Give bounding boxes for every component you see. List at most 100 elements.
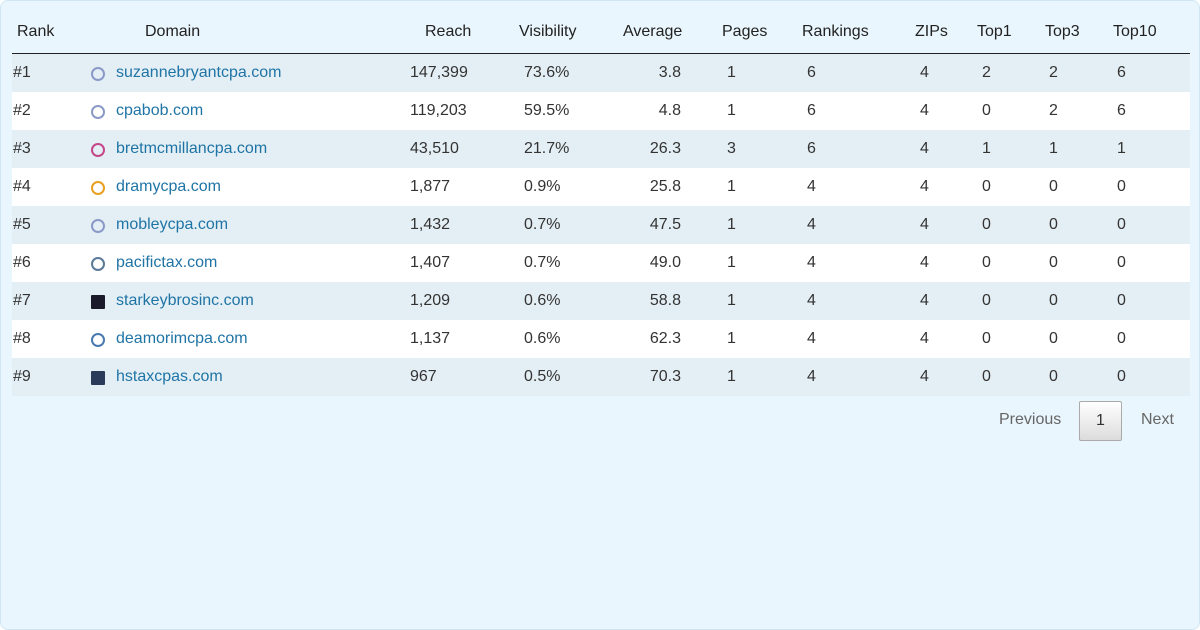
cell-average: 58.8 <box>649 292 681 309</box>
previous-button[interactable]: Previous <box>999 411 1062 428</box>
cell-top10: 0 <box>1117 178 1126 195</box>
cell-zips: 4 <box>920 64 929 81</box>
header-average: Average <box>623 23 683 40</box>
cell-pages: 1 <box>727 102 736 119</box>
favicon <box>91 371 105 385</box>
cell-reach: 1,209 <box>410 292 451 309</box>
header-visibility: Visibility <box>519 23 577 40</box>
cell-rankings: 4 <box>807 330 816 347</box>
cell-top3: 2 <box>1049 64 1058 81</box>
header-rule <box>12 53 1190 54</box>
header-reach: Reach <box>425 23 472 40</box>
cell-zips: 4 <box>920 102 929 119</box>
cell-pages: 1 <box>727 64 736 81</box>
domain-link[interactable]: starkeybrosinc.com <box>116 292 254 309</box>
cell-pages: 1 <box>727 330 736 347</box>
domain-link[interactable]: deamorimcpa.com <box>116 330 248 347</box>
cell-pages: 1 <box>727 178 736 195</box>
table-row <box>12 244 1190 282</box>
cell-top1: 0 <box>982 216 991 233</box>
cell-top10: 6 <box>1117 102 1126 119</box>
domain-link[interactable]: cpabob.com <box>116 102 204 119</box>
favicon <box>91 67 105 81</box>
cell-top1: 0 <box>982 330 991 347</box>
domain-link[interactable]: mobleycpa.com <box>116 216 229 233</box>
domain-link[interactable]: pacifictax.com <box>116 254 218 271</box>
cell-top1: 0 <box>982 368 991 385</box>
cell-average: 25.8 <box>649 178 681 195</box>
table-row <box>12 358 1190 396</box>
cell-rankings: 4 <box>807 368 816 385</box>
cell-top3: 0 <box>1049 330 1058 347</box>
domain-link[interactable]: hstaxcpas.com <box>116 368 223 385</box>
domain-link[interactable]: bretmcmillancpa.com <box>116 140 268 157</box>
cell-zips: 4 <box>920 178 929 195</box>
header-domain: Domain <box>145 23 201 40</box>
domain-link[interactable]: suzannebryantcpa.com <box>116 64 282 81</box>
cell-pages: 3 <box>727 140 736 157</box>
table-row <box>12 130 1190 168</box>
header-rank: Rank <box>17 23 55 40</box>
cell-top1: 0 <box>982 102 991 119</box>
cell-visibility: 0.9% <box>524 178 561 195</box>
cell-reach: 1,407 <box>410 254 451 271</box>
cell-average: 49.0 <box>649 254 681 271</box>
domain-link[interactable]: dramycpa.com <box>116 178 221 195</box>
cell-zips: 4 <box>920 292 929 309</box>
cell-top10: 0 <box>1117 216 1126 233</box>
cell-rank: #4 <box>13 178 31 195</box>
cell-reach: 147,399 <box>410 64 468 81</box>
cell-top10: 0 <box>1117 368 1126 385</box>
cell-average: 3.8 <box>658 64 681 81</box>
table-row <box>12 92 1190 130</box>
cell-top10: 6 <box>1117 64 1126 81</box>
cell-visibility: 0.7% <box>524 216 561 233</box>
cell-reach: 1,137 <box>410 330 451 347</box>
header-rankings: Rankings <box>802 23 869 40</box>
cell-rank: #9 <box>13 368 31 385</box>
cell-pages: 1 <box>727 368 736 385</box>
header-top10: Top10 <box>1113 23 1157 40</box>
cell-top1: 0 <box>982 292 991 309</box>
cell-pages: 1 <box>727 216 736 233</box>
cell-rank: #1 <box>13 64 31 81</box>
cell-rank: #2 <box>13 102 31 119</box>
cell-rankings: 4 <box>807 292 816 309</box>
cell-rank: #6 <box>13 254 31 271</box>
cell-rank: #3 <box>13 140 31 157</box>
cell-rank: #7 <box>13 292 31 309</box>
cell-rankings: 4 <box>807 254 816 271</box>
cell-top10: 0 <box>1117 254 1126 271</box>
page-button[interactable]: 1 <box>1079 401 1122 441</box>
cell-visibility: 21.7% <box>524 140 570 157</box>
cell-top3: 0 <box>1049 254 1058 271</box>
favicon <box>91 333 105 347</box>
next-button[interactable]: Next <box>1141 411 1174 428</box>
cell-reach: 43,510 <box>410 140 459 157</box>
cell-rankings: 4 <box>807 178 816 195</box>
cell-average: 70.3 <box>649 368 681 385</box>
table-row <box>12 206 1190 244</box>
cell-visibility: 59.5% <box>524 102 570 119</box>
cell-zips: 4 <box>920 368 929 385</box>
cell-top3: 0 <box>1049 178 1058 195</box>
cell-top10: 0 <box>1117 292 1126 309</box>
cell-reach: 967 <box>410 368 437 385</box>
cell-reach: 119,203 <box>410 102 467 119</box>
header-top3: Top3 <box>1045 23 1080 40</box>
favicon <box>91 257 105 271</box>
table-row <box>12 320 1190 358</box>
cell-rank: #5 <box>13 216 31 233</box>
cell-zips: 4 <box>920 330 929 347</box>
header-pages: Pages <box>722 23 768 40</box>
favicon <box>91 181 105 195</box>
cell-top3: 0 <box>1049 216 1058 233</box>
cell-top1: 2 <box>982 64 991 81</box>
table-row <box>12 282 1190 320</box>
cell-rankings: 6 <box>807 102 816 119</box>
cell-zips: 4 <box>920 216 929 233</box>
cell-top3: 0 <box>1049 292 1058 309</box>
cell-visibility: 73.6% <box>524 64 570 81</box>
cell-reach: 1,877 <box>410 178 451 195</box>
cell-reach: 1,432 <box>410 216 451 233</box>
